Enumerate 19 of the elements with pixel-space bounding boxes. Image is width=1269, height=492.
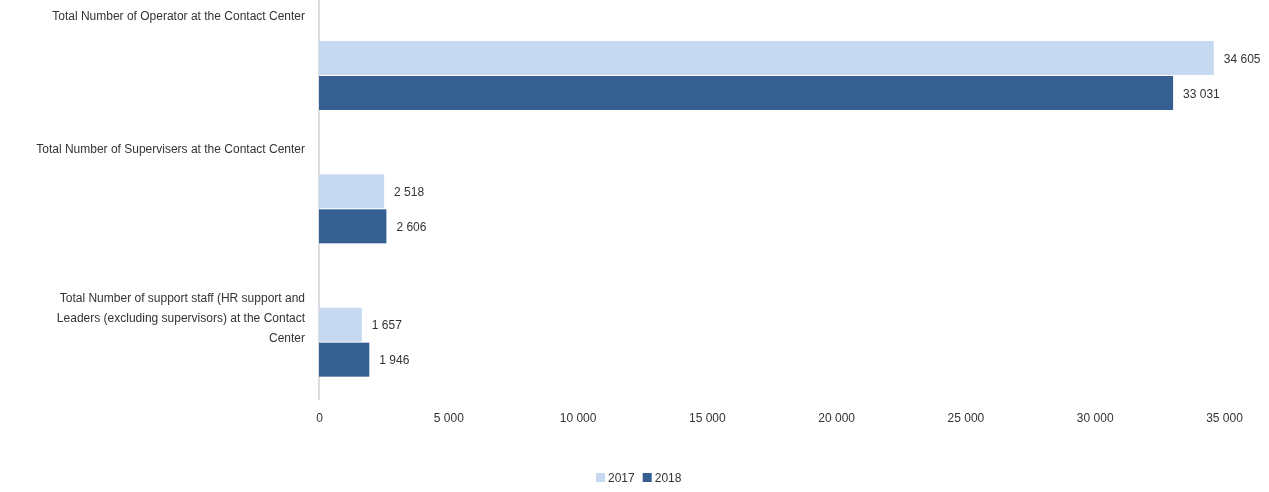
y-tick-label: Total Number of Operator at the Contact Center bbox=[52, 9, 305, 23]
y-tick-label: Total Number of Supervisers at the Contact Center bbox=[36, 142, 305, 157]
x-tick-label: 25 000 bbox=[947, 410, 985, 425]
x-tick-label: 5 000 bbox=[433, 410, 465, 425]
x-tick-label: 30 000 bbox=[1076, 410, 1114, 425]
x-tick-label: 10 000 bbox=[559, 410, 597, 425]
x-tick-label: 35 000 bbox=[1206, 410, 1244, 425]
x-tick-label: 15 000 bbox=[689, 410, 727, 425]
data-label: 1 657 bbox=[371, 318, 403, 333]
data-label: 2 606 bbox=[396, 219, 427, 234]
y-tick-label: Total Number of support staff (HR support and Leaders (excluding supervisors) at the Contact Center bbox=[56, 290, 306, 345]
legend-label: 2017 bbox=[608, 471, 636, 485]
x-tick-label: 20 000 bbox=[818, 410, 856, 425]
x-tick-label: 0 bbox=[316, 410, 324, 425]
legend-label: 2018 bbox=[654, 471, 682, 485]
data-label: 2 518 bbox=[394, 184, 425, 199]
data-label: 34 605 bbox=[1223, 51, 1261, 66]
data-label: 33 031 bbox=[1183, 86, 1221, 101]
data-label: 1 946 bbox=[379, 353, 410, 368]
